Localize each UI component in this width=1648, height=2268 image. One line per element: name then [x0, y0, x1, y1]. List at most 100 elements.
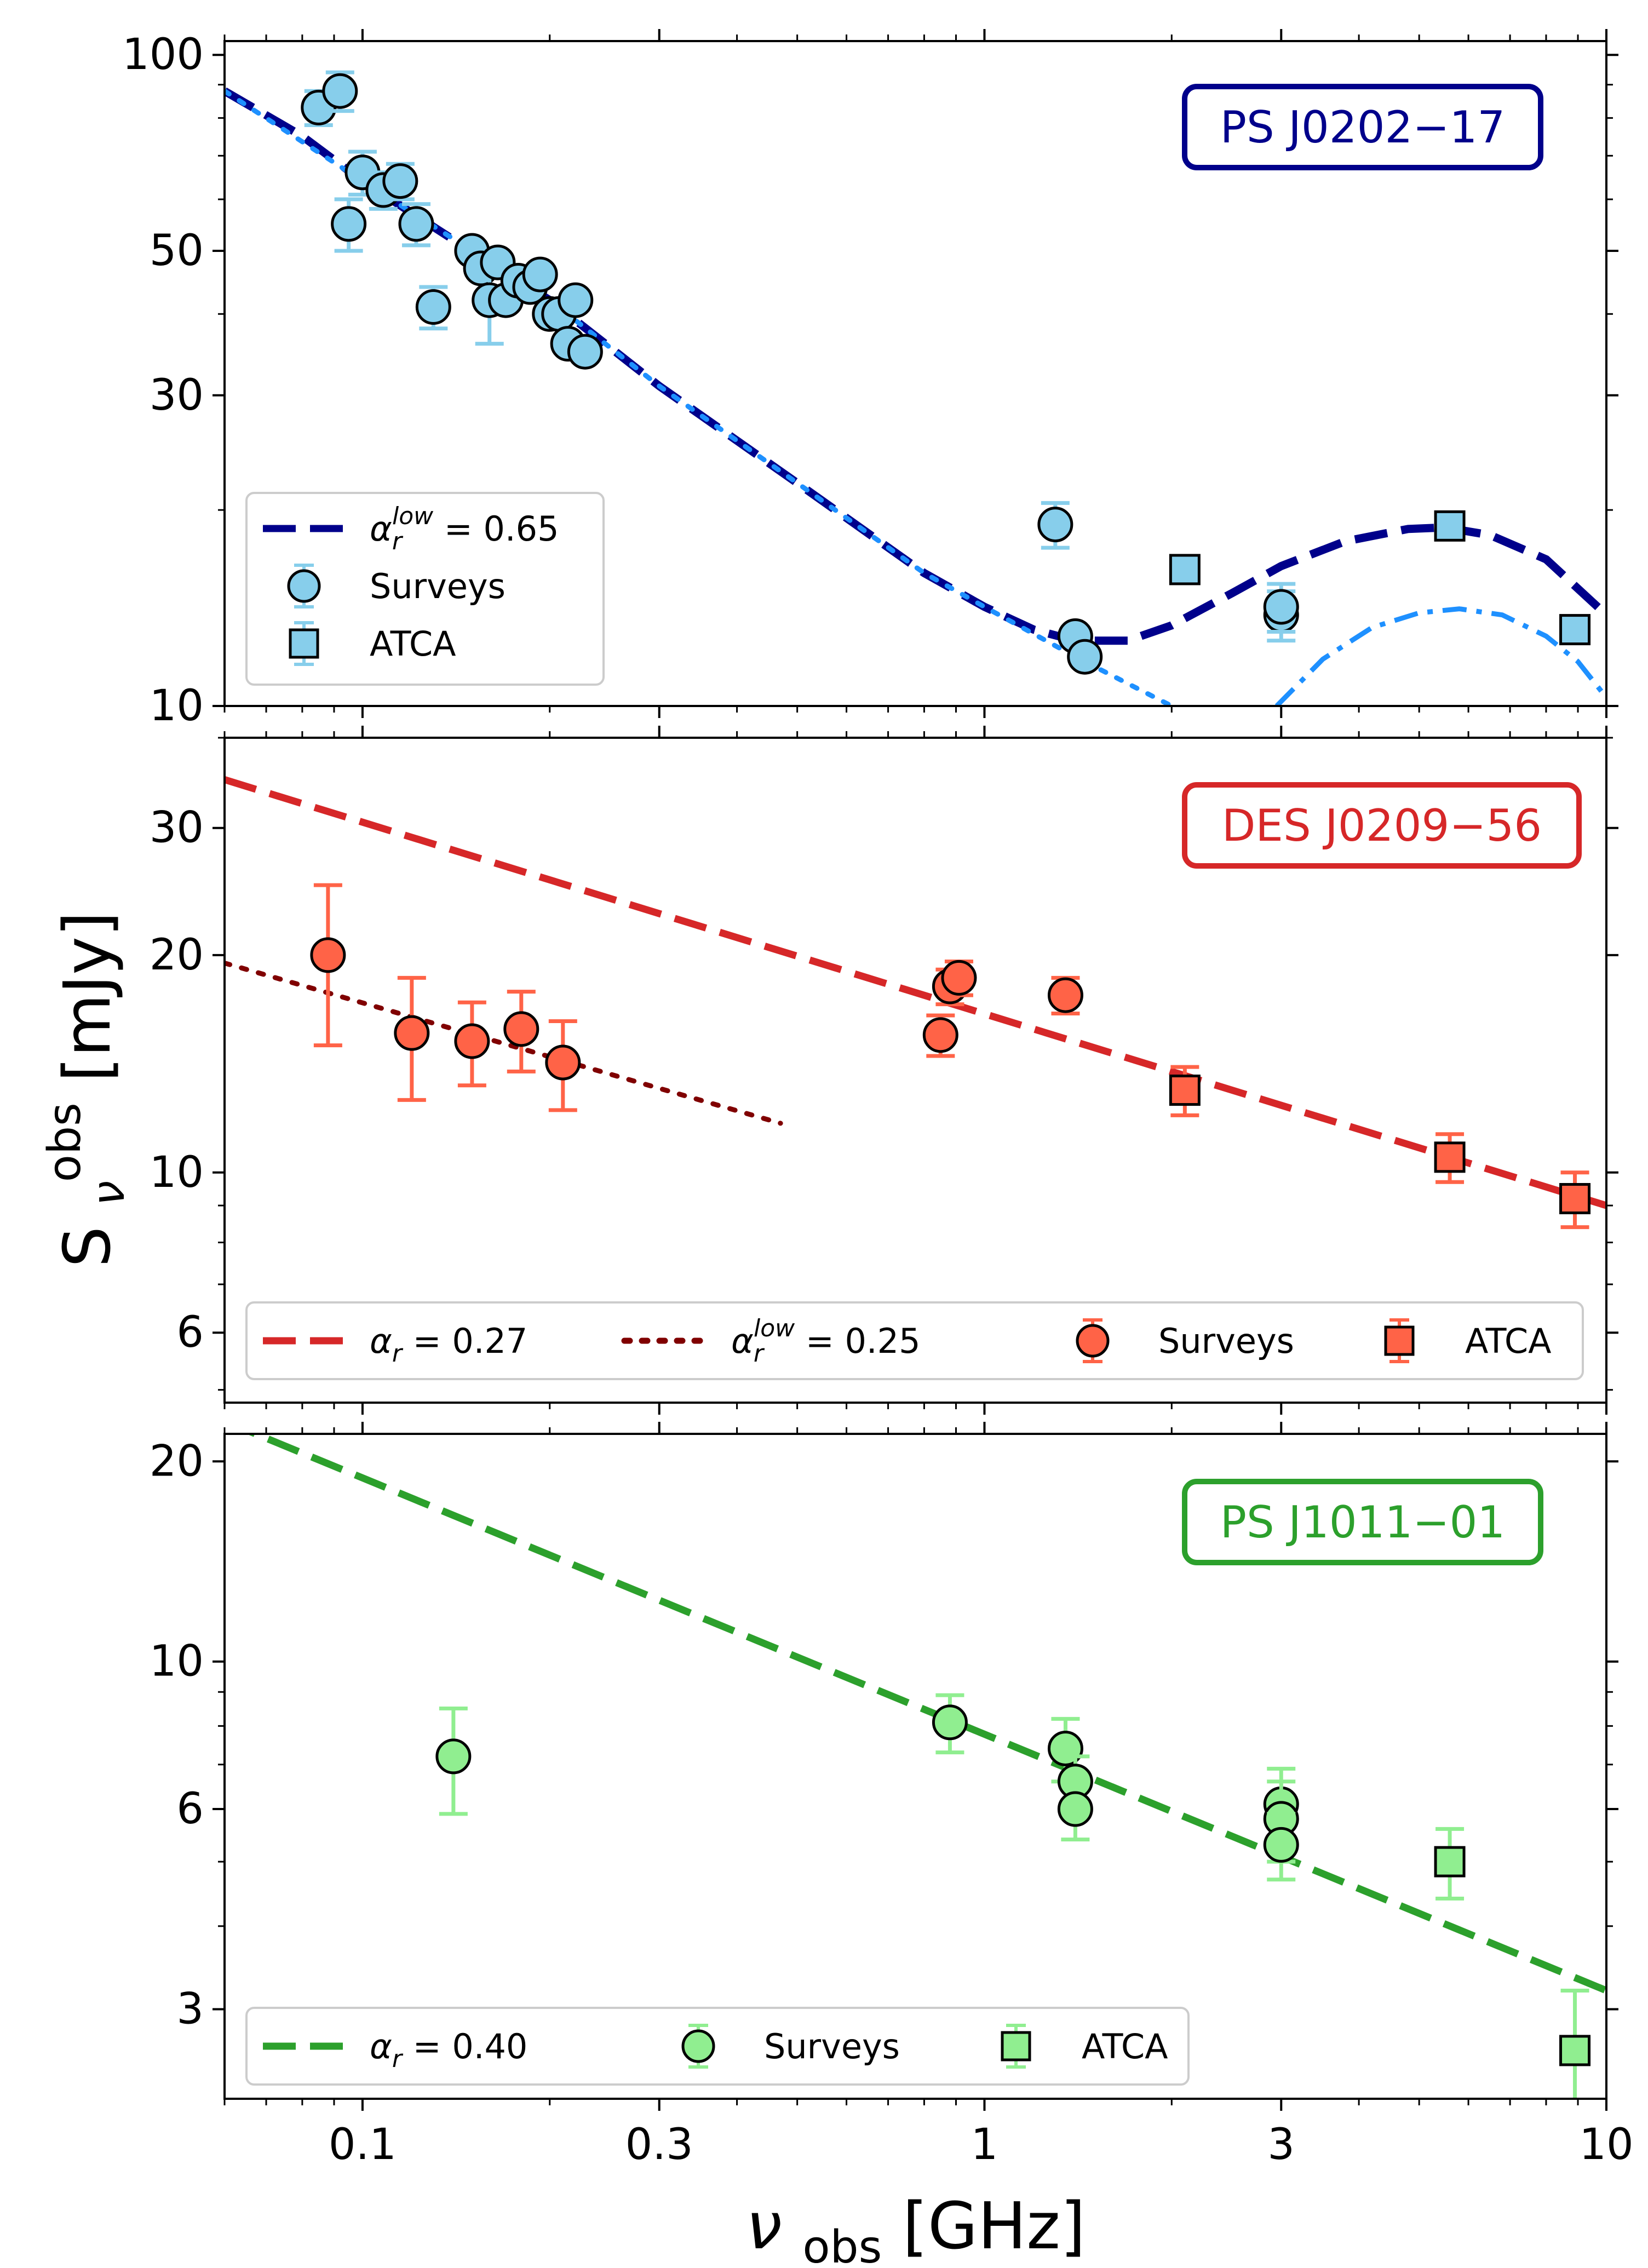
panel-0-plot-layer: 10 30 50 100 [122, 29, 1618, 731]
x-tick-labels: 0.1 0.3 1 3 10 [329, 2120, 1634, 2169]
legend-alpha-value: = 0.40 [402, 2026, 527, 2066]
atca-point [1559, 1182, 1591, 1214]
legend-entry-label: Surveys [370, 566, 506, 606]
panel-0-source-label: PS J0202−17 [1182, 84, 1543, 170]
survey-point [331, 206, 367, 242]
survey-point [522, 256, 558, 292]
survey-point [941, 960, 977, 996]
legend-circle-swatch [287, 569, 321, 603]
panel-2-source-label: PS J1011−01 [1182, 1479, 1543, 1565]
x-axis-label-symbol: ν [746, 2188, 782, 2264]
legend-square-swatch [289, 628, 319, 659]
y-tick-label: 3 [176, 1984, 204, 2034]
x-axis-label: ν obs [GHz] [746, 2188, 1086, 2268]
legend-entry-label: Surveys [764, 2026, 900, 2066]
panel-2-source-label-text: PS J1011−01 [1220, 1497, 1505, 1548]
panel-2-source-label-box [1182, 1479, 1543, 1565]
legend-alpha: α [731, 1321, 754, 1361]
survey-point [922, 1017, 958, 1053]
legend-entry-label: αr = 0.27 [370, 1321, 527, 1368]
panel-1-source-label: DES J0209−56 [1182, 782, 1582, 869]
x-axis-label-unit: [GHz] [903, 2188, 1086, 2264]
panel-2-legend: αr = 0.40 Surveys ATCA [245, 2007, 1190, 2086]
legend-entry-label: Surveys [1158, 1321, 1294, 1361]
panel-1-legend: αr = 0.27 αrlow = 0.25 Surveys ATCA [245, 1301, 1584, 1380]
legend-alpha-value: = 0.25 [795, 1321, 920, 1361]
legend-alpha-sup: low [392, 502, 434, 530]
model-line-dotted [225, 88, 1174, 706]
survey-point [1057, 1791, 1093, 1827]
legend-alpha-sub: r [392, 2045, 404, 2073]
atca-point [1434, 1846, 1466, 1877]
legend-alpha-value: = 0.27 [402, 1321, 527, 1361]
atca-point [1559, 2035, 1591, 2066]
y-tick-label: 6 [176, 1784, 204, 1834]
legend-frame [245, 2007, 1190, 2086]
x-tick-label: 3 [1267, 2120, 1295, 2169]
legend-square-swatch [1001, 2031, 1031, 2062]
model-line-dashdot [1274, 606, 1606, 706]
legend-alpha-sub: r [392, 1340, 404, 1368]
legend-alpha-sub: r [754, 1340, 765, 1368]
model-line-dotted [225, 960, 783, 1126]
survey-point [310, 937, 346, 973]
legend-entry-label: ATCA [1082, 2026, 1168, 2066]
legend-circle-swatch [1076, 1324, 1110, 1358]
legend-entry-label: ATCA [370, 624, 456, 664]
survey-point [398, 206, 434, 242]
legend-entry-label: αrlow = 0.65 [370, 502, 559, 555]
y-axis-label-superscript: obs [39, 1103, 91, 1182]
survey-point [545, 1044, 581, 1081]
legend-frame [245, 492, 605, 686]
x-tick-label: 0.3 [625, 2120, 693, 2169]
data-points [435, 1693, 1591, 2099]
legend-alpha: α [370, 1321, 392, 1361]
panel-1-source-label-text: DES J0209−56 [1222, 800, 1542, 851]
data-points [310, 883, 1591, 1230]
y-axis-label-subscript: ν [83, 1181, 135, 1206]
survey-point [415, 289, 451, 325]
legend-square-swatch [1384, 1325, 1415, 1356]
model-lines [225, 776, 1606, 1209]
legend-entry-label: αrlow = 0.25 [731, 1314, 921, 1368]
survey-point [322, 73, 358, 109]
survey-point [1047, 977, 1083, 1013]
atca-point [1559, 614, 1591, 646]
model-line-dashed [225, 776, 1606, 1209]
legend-alpha: α [370, 509, 392, 549]
survey-point [558, 282, 594, 318]
atca-point [1169, 1075, 1201, 1106]
y-axis-label-symbol: S [49, 1226, 125, 1267]
atca-point [1434, 1141, 1466, 1173]
legend-frame [245, 1301, 1584, 1380]
survey-point [1037, 507, 1073, 543]
panel-2-plot-layer: 3 6 10 20 [150, 1422, 1618, 2111]
legend-alpha-value: = 0.65 [433, 509, 559, 549]
y-axis-label: S ν obs [mJy] [20, 911, 139, 1267]
legend-circle-swatch [681, 2029, 715, 2063]
atca-point [1434, 510, 1466, 542]
y-tick-label: 10 [150, 1148, 204, 1197]
x-tick-label: 0.1 [329, 2120, 397, 2169]
panel-0-source-label-text: PS J0202−17 [1220, 102, 1505, 153]
survey-point [394, 1015, 430, 1051]
axes-frame [223, 1433, 1607, 2100]
y-tick-label: 100 [122, 30, 204, 79]
y-tick-label: 50 [150, 226, 204, 275]
atca-point [1169, 554, 1201, 585]
panel-0-legend: αrlow = 0.65 Surveys ATCA [245, 492, 605, 686]
axes-frame [223, 40, 1607, 707]
y-axis-label-unit: [mJy] [49, 911, 125, 1082]
survey-point [382, 163, 418, 199]
survey-point [1263, 1827, 1299, 1863]
x-axis-label-subscript: obs [802, 2221, 882, 2268]
survey-point [503, 1011, 539, 1047]
y-tick-label: 30 [150, 371, 204, 420]
y-tick-label: 20 [150, 1437, 204, 1486]
axes-frame [223, 737, 1607, 1404]
panel-0-source-label-box [1182, 84, 1543, 170]
survey-point [454, 1023, 490, 1059]
model-lines [246, 1434, 1606, 1994]
